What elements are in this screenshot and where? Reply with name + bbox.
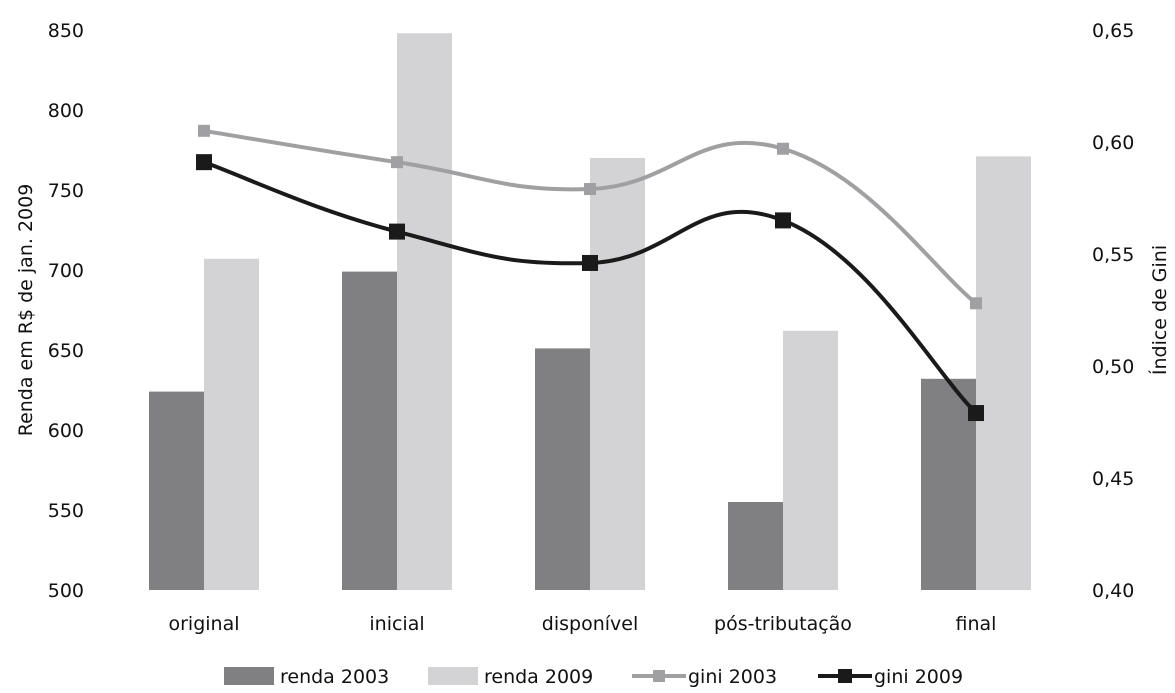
y2-tick-label: 0,40: [1092, 580, 1134, 602]
x-tick-label: final: [956, 613, 997, 635]
marker-gini-2009-1: [389, 223, 405, 240]
y-tick-label: 750: [48, 180, 84, 202]
y2-tick-label: 0,60: [1092, 132, 1134, 154]
marker-gini-2003-3: [777, 142, 789, 155]
bar-renda-2009-1: [397, 33, 452, 590]
y-tick-label: 600: [48, 420, 84, 442]
legend-label: renda 2003: [280, 666, 389, 688]
right-axis-ticks: 0,40 0,45 0,50 0,55 0,60 0,65: [1092, 20, 1134, 602]
left-axis-ticks: 500 550 600 650 700 750 800 850: [48, 20, 84, 602]
bar-renda-2009-2: [590, 158, 645, 590]
marker-gini-2009-0: [196, 154, 212, 171]
legend-marker: [838, 669, 852, 683]
marker-gini-2003-4: [970, 297, 982, 310]
marker-gini-2009-3: [775, 212, 791, 229]
x-tick-label: inicial: [369, 613, 424, 635]
x-tick-label: original: [168, 613, 239, 635]
legend-swatch: [224, 667, 274, 685]
y-tick-label: 650: [48, 340, 84, 362]
y-axis-title: Renda em R$ de jan. 2009: [15, 184, 37, 437]
bar-renda-2009-3: [783, 330, 838, 590]
bar-renda-2003-4: [921, 378, 976, 590]
bar-renda-2003-0: [149, 391, 204, 590]
lines-layer: [196, 124, 984, 422]
legend-swatch: [428, 667, 478, 685]
y2-tick-label: 0,55: [1092, 244, 1134, 266]
marker-gini-2009-2: [582, 254, 598, 271]
line-gini-2003: [203, 128, 978, 305]
legend-label: renda 2009: [484, 666, 593, 688]
y-tick-label: 700: [48, 260, 84, 282]
marker-gini-2003-2: [584, 183, 596, 196]
marker-gini-2003-1: [391, 156, 403, 169]
bar-renda-2009-4: [976, 156, 1031, 590]
bar-renda-2009-0: [204, 258, 259, 590]
legend-marker: [653, 670, 665, 682]
y-tick-label: 850: [48, 20, 84, 42]
bar-renda-2003-1: [342, 271, 397, 590]
y2-tick-label: 0,50: [1092, 356, 1134, 378]
y2-tick-label: 0,45: [1092, 468, 1134, 490]
bar-renda-2003-2: [535, 348, 590, 590]
legend-label: gini 2003: [688, 666, 777, 688]
y2-axis-title: Índice de Gini: [1148, 245, 1171, 375]
x-tick-label: pós-tributação: [714, 613, 852, 635]
legend: renda 2003 renda 2009 gini 2003 gini 2009: [224, 666, 963, 688]
y-tick-label: 800: [48, 100, 84, 122]
marker-gini-2009-4: [968, 405, 984, 422]
bar-renda-2003-3: [728, 502, 783, 590]
bars-layer: [149, 33, 1031, 590]
x-tick-label: disponível: [542, 613, 638, 635]
y-tick-label: 550: [48, 500, 84, 522]
y-tick-label: 500: [48, 580, 84, 602]
marker-gini-2003-0: [198, 124, 210, 137]
y2-tick-label: 0,65: [1092, 20, 1134, 42]
legend-label: gini 2009: [874, 666, 963, 688]
x-axis-ticks: original inicial disponível pós-tributação f…: [168, 613, 996, 635]
